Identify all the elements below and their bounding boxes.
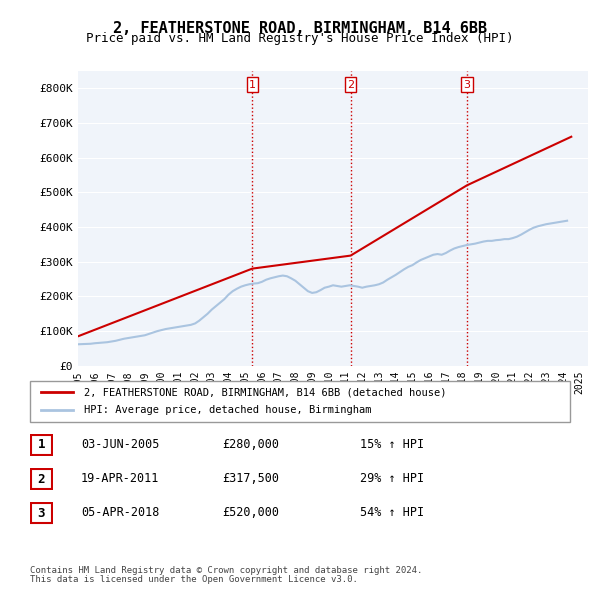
Text: 05-APR-2018: 05-APR-2018 <box>81 506 160 519</box>
Text: 1: 1 <box>38 438 45 451</box>
Text: This data is licensed under the Open Government Licence v3.0.: This data is licensed under the Open Gov… <box>30 575 358 584</box>
Text: 54% ↑ HPI: 54% ↑ HPI <box>360 506 424 519</box>
Text: £520,000: £520,000 <box>222 506 279 519</box>
FancyBboxPatch shape <box>31 503 52 523</box>
Text: 2, FEATHERSTONE ROAD, BIRMINGHAM, B14 6BB (detached house): 2, FEATHERSTONE ROAD, BIRMINGHAM, B14 6B… <box>84 387 446 397</box>
Text: Price paid vs. HM Land Registry's House Price Index (HPI): Price paid vs. HM Land Registry's House … <box>86 32 514 45</box>
Text: 2, FEATHERSTONE ROAD, BIRMINGHAM, B14 6BB: 2, FEATHERSTONE ROAD, BIRMINGHAM, B14 6B… <box>113 21 487 35</box>
FancyBboxPatch shape <box>30 381 570 422</box>
Text: HPI: Average price, detached house, Birmingham: HPI: Average price, detached house, Birm… <box>84 405 371 415</box>
Text: £280,000: £280,000 <box>222 438 279 451</box>
Text: 15% ↑ HPI: 15% ↑ HPI <box>360 438 424 451</box>
Text: 2: 2 <box>347 80 354 90</box>
Text: 3: 3 <box>463 80 470 90</box>
Text: 29% ↑ HPI: 29% ↑ HPI <box>360 472 424 485</box>
Text: £317,500: £317,500 <box>222 472 279 485</box>
Text: 1: 1 <box>249 80 256 90</box>
Text: 3: 3 <box>38 507 45 520</box>
Text: 19-APR-2011: 19-APR-2011 <box>81 472 160 485</box>
FancyBboxPatch shape <box>31 435 52 455</box>
FancyBboxPatch shape <box>31 469 52 489</box>
Text: Contains HM Land Registry data © Crown copyright and database right 2024.: Contains HM Land Registry data © Crown c… <box>30 566 422 575</box>
Text: 2: 2 <box>38 473 45 486</box>
Text: 03-JUN-2005: 03-JUN-2005 <box>81 438 160 451</box>
